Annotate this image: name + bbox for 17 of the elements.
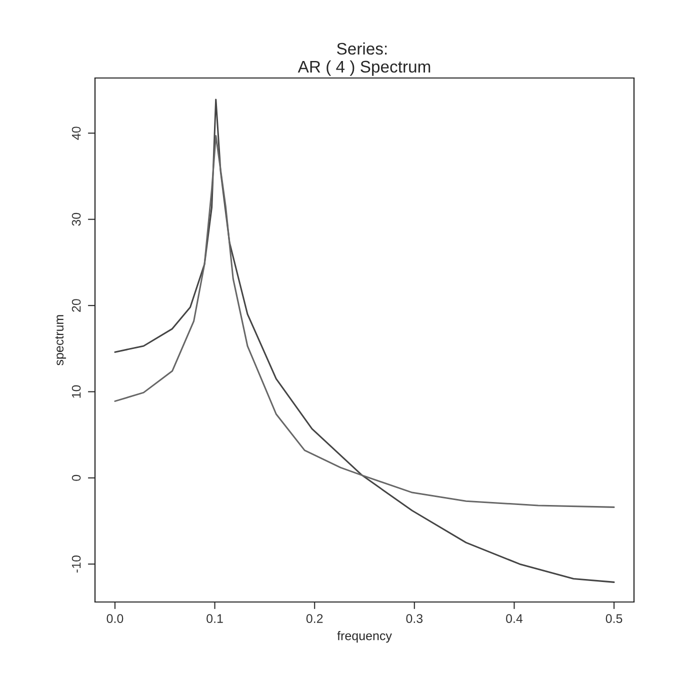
line-series: [114, 134, 615, 508]
x-tick-label: 0.3: [406, 614, 423, 623]
y-tick-label: 10: [72, 385, 81, 398]
x-tick-label: 0.2: [306, 614, 323, 623]
x-tick-label: 0.4: [506, 614, 523, 623]
x-tick-label: 0.0: [106, 614, 124, 623]
y-tick-label: 30: [72, 212, 81, 226]
y-tick-label: 0: [72, 474, 81, 481]
x-tick-label: 0.1: [206, 614, 223, 623]
y-tick-label: -10: [72, 556, 81, 573]
chart-title: Series: AR ( 4 ) Spectrum: [298, 42, 430, 76]
x-tick-label: 0.5: [606, 614, 622, 623]
x-axis-title: frequency: [337, 631, 392, 643]
y-tick-label: 20: [72, 299, 81, 312]
y-tick-label: 40: [72, 126, 81, 140]
y-axis-title: spectrum: [55, 315, 66, 366]
line-series: [114, 98, 615, 583]
